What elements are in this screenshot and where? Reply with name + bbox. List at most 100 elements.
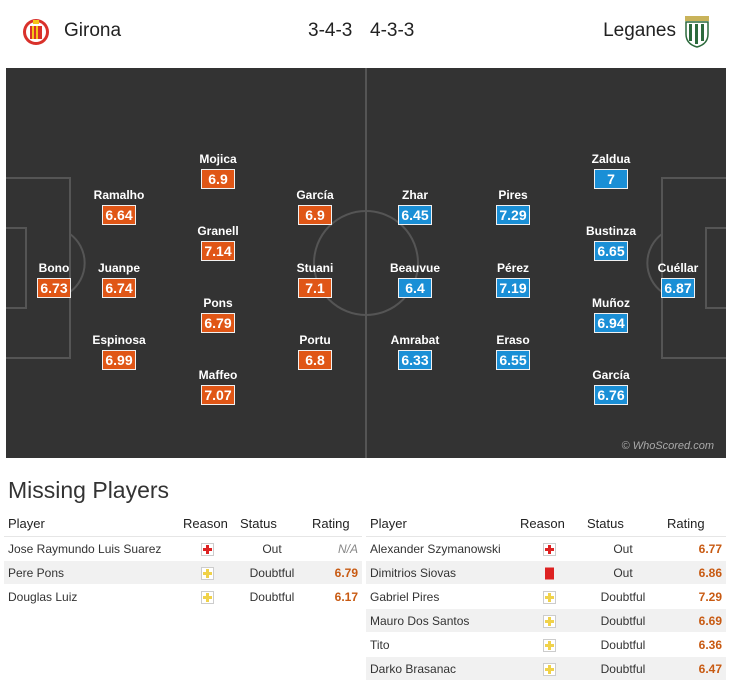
player-rating: 7.1 — [298, 278, 332, 298]
girona-crest-icon — [23, 19, 49, 45]
away-formation: 4-3-3 — [370, 20, 415, 41]
player-cell: Tito — [366, 632, 516, 657]
home-player[interactable]: Bono 6.73 — [9, 261, 99, 298]
rating-cell: 6.17 — [308, 584, 362, 609]
away-player[interactable]: Eraso 6.55 — [468, 333, 558, 370]
home-formation: 3-4-3 — [308, 20, 353, 41]
away-player[interactable]: Cuéllar 6.87 — [633, 261, 723, 298]
player-name: Maffeo — [198, 368, 238, 382]
missing-players-title: Missing Players — [8, 477, 170, 503]
home-player[interactable]: García 6.9 — [270, 188, 360, 225]
doubtful-icon — [543, 590, 556, 604]
status-cell: Out — [583, 560, 663, 585]
home-player[interactable]: Granell 7.14 — [173, 224, 263, 261]
rating-cell: 6.77 — [663, 536, 726, 561]
injury-icon — [543, 542, 556, 556]
player-rating: 6.33 — [398, 350, 432, 370]
home-player[interactable]: Mojica 6.9 — [173, 152, 263, 189]
player-name: Zhar — [401, 188, 428, 202]
home-player[interactable]: Maffeo 7.07 — [173, 368, 263, 405]
player-rating: 6.9 — [298, 205, 332, 225]
table-row[interactable]: Mauro Dos Santos Doubtful 6.69 — [366, 608, 726, 633]
table-row[interactable]: Douglas Luiz Doubtful 6.17 — [4, 584, 362, 609]
player-cell: Douglas Luiz — [4, 584, 179, 609]
player-name: García — [296, 188, 334, 202]
red-card-icon — [545, 567, 554, 580]
player-rating: 6.74 — [102, 278, 136, 298]
away-team-name[interactable]: Leganes — [603, 20, 676, 41]
rating-cell: 7.29 — [663, 584, 726, 609]
player-rating: 7.19 — [496, 278, 530, 298]
home-player[interactable]: Ramalho 6.64 — [74, 188, 164, 225]
leganes-crest-icon — [685, 16, 709, 48]
player-rating: 6.99 — [102, 350, 136, 370]
player-rating: 6.64 — [102, 205, 136, 225]
table-row[interactable]: Gabriel Pires Doubtful 7.29 — [366, 584, 726, 609]
player-name: Granell — [197, 224, 239, 238]
player-name: Ramalho — [93, 188, 145, 202]
status-cell: Doubtful — [583, 632, 663, 657]
away-player[interactable]: García 6.76 — [566, 368, 656, 405]
match-header: Girona 3-4-3 4-3-3 Leganes — [6, 0, 726, 64]
injury-icon — [201, 542, 214, 556]
table-row[interactable]: Jose Raymundo Luis Suarez Out N/A — [4, 536, 362, 561]
col-rating: Rating — [308, 510, 362, 537]
player-name: Mojica — [199, 152, 237, 166]
col-rating: Rating — [663, 510, 726, 537]
away-player[interactable]: Beauvue 6.4 — [370, 261, 460, 298]
player-rating: 7 — [594, 169, 628, 189]
player-name: Pons — [203, 296, 233, 310]
home-player[interactable]: Portu 6.8 — [270, 333, 360, 370]
home-team-name[interactable]: Girona — [64, 20, 122, 41]
player-name: Muñoz — [592, 296, 630, 310]
pitch-lines — [6, 68, 726, 458]
away-player[interactable]: Pires 7.29 — [468, 188, 558, 225]
col-player: Player — [366, 510, 516, 537]
table-row[interactable]: Tito Doubtful 6.36 — [366, 632, 726, 657]
status-cell: Out — [583, 536, 663, 561]
away-player[interactable]: Muñoz 6.94 — [566, 296, 656, 333]
rating-cell: 6.86 — [663, 560, 726, 585]
player-name: Portu — [299, 333, 331, 347]
player-rating: 7.29 — [496, 205, 530, 225]
table-row[interactable]: Pere Pons Doubtful 6.79 — [4, 560, 362, 585]
home-player[interactable]: Espinosa 6.99 — [74, 333, 164, 370]
table-row[interactable]: Alexander Szymanowski Out 6.77 — [366, 536, 726, 561]
home-missing-table: Player Reason Status Rating Jose Raymund… — [4, 510, 362, 609]
player-rating: 6.87 — [661, 278, 695, 298]
status-cell: Doubtful — [236, 584, 308, 609]
home-player[interactable]: Pons 6.79 — [173, 296, 263, 333]
away-player[interactable]: Bustinza 6.65 — [566, 224, 656, 261]
player-name: Pérez — [496, 261, 530, 275]
table-header-row: Player Reason Status Rating — [366, 510, 726, 537]
player-rating: 7.14 — [201, 241, 235, 261]
player-rating: 6.9 — [201, 169, 235, 189]
away-player[interactable]: Zhar 6.45 — [370, 188, 460, 225]
player-rating: 6.55 — [496, 350, 530, 370]
away-player[interactable]: Zaldua 7 — [566, 152, 656, 189]
player-cell: Jose Raymundo Luis Suarez — [4, 536, 179, 561]
home-player[interactable]: Juanpe 6.74 — [74, 261, 164, 298]
col-player: Player — [4, 510, 179, 537]
away-player[interactable]: Pérez 7.19 — [468, 261, 558, 298]
status-cell: Out — [236, 536, 308, 561]
away-player[interactable]: Amrabat 6.33 — [370, 333, 460, 370]
status-cell: Doubtful — [583, 656, 663, 681]
home-player[interactable]: Stuani 7.1 — [270, 261, 360, 298]
col-status: Status — [236, 510, 308, 537]
table-row[interactable]: Darko Brasanac Doubtful 6.47 — [366, 656, 726, 681]
player-name: Zaldua — [591, 152, 631, 166]
doubtful-icon — [543, 614, 556, 628]
player-cell: Gabriel Pires — [366, 584, 516, 609]
away-missing-table: Player Reason Status Rating Alexander Sz… — [366, 510, 726, 681]
player-name: Amrabat — [390, 333, 440, 347]
status-cell: Doubtful — [583, 584, 663, 609]
player-name: Stuani — [296, 261, 334, 275]
player-name: Cuéllar — [657, 261, 699, 275]
player-cell: Alexander Szymanowski — [366, 536, 516, 561]
player-name: Bono — [38, 261, 70, 275]
player-rating: 6.73 — [37, 278, 71, 298]
player-cell: Darko Brasanac — [366, 656, 516, 681]
table-row[interactable]: Dimitrios Siovas Out 6.86 — [366, 560, 726, 585]
player-name: García — [592, 368, 630, 382]
